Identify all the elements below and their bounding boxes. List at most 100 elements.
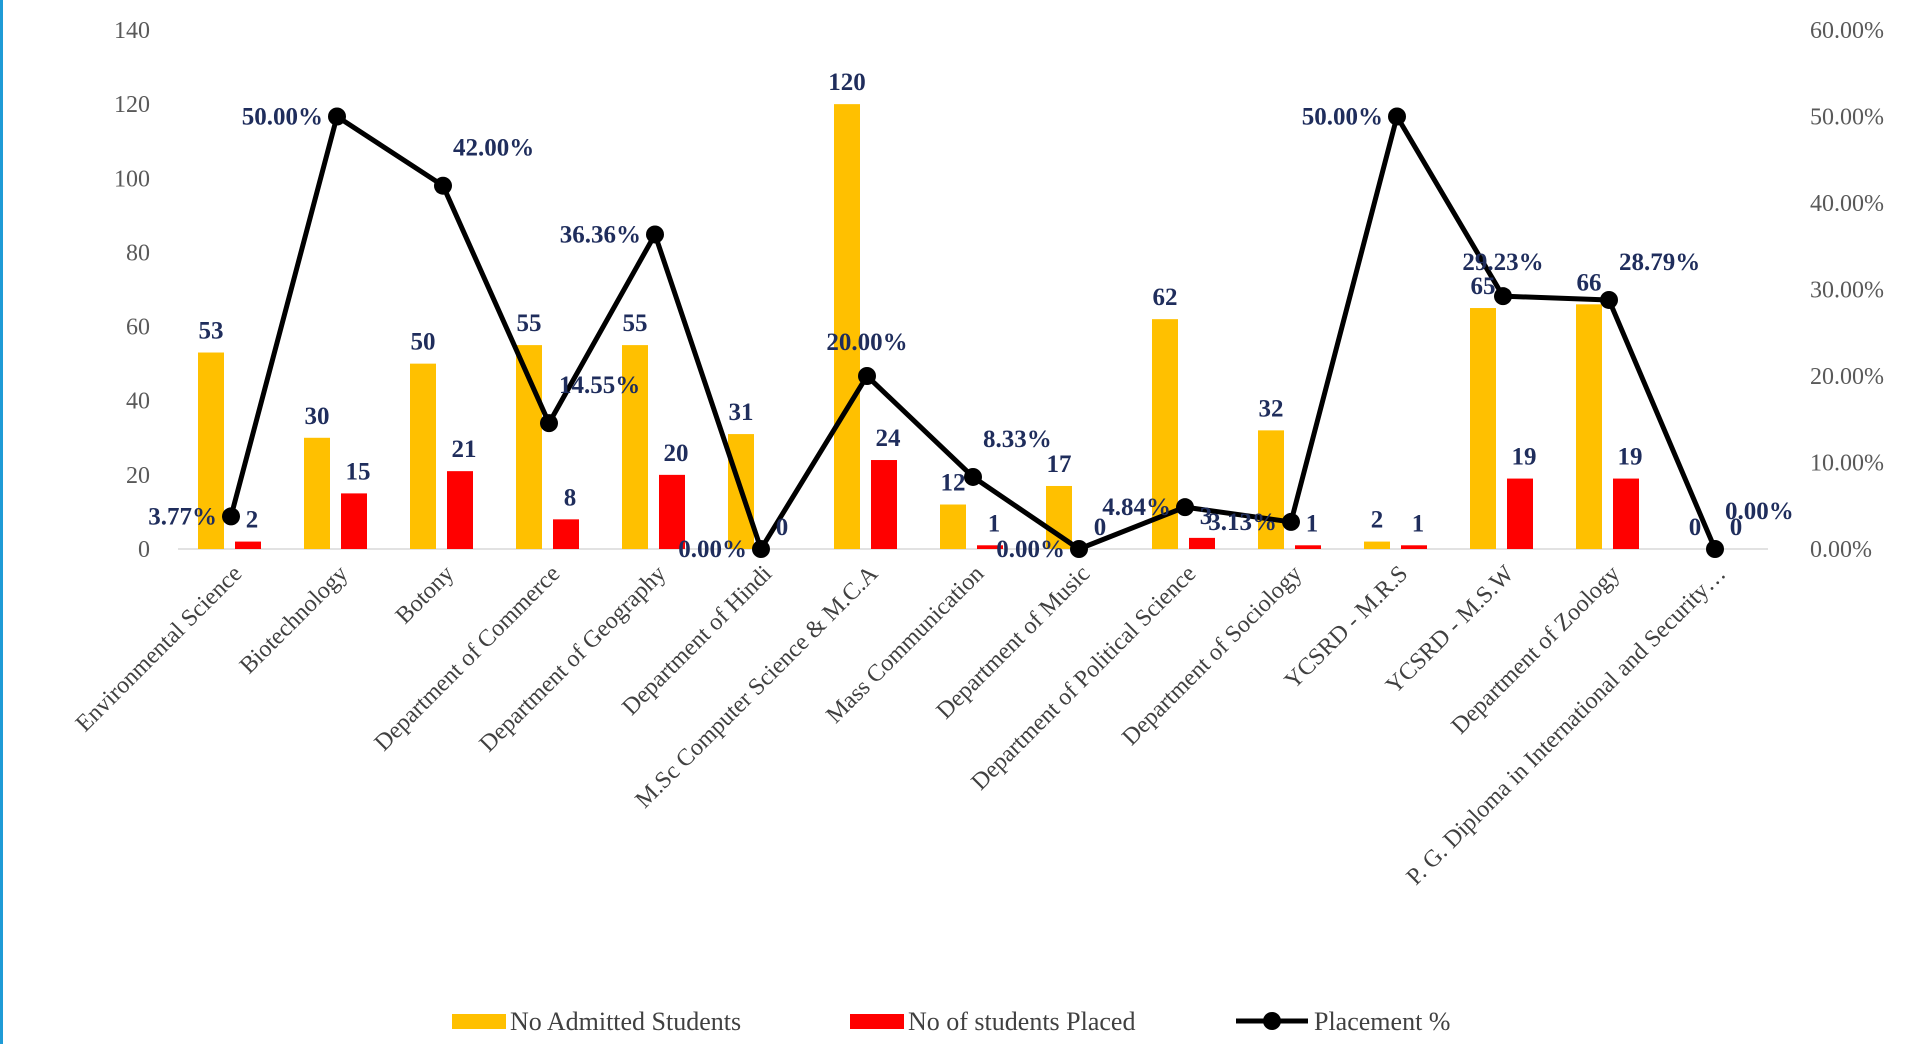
bar-admitted: [1258, 430, 1284, 549]
y-tick-label: 0: [138, 537, 150, 563]
data-label-admitted: 120: [828, 69, 866, 96]
x-category-label: Department of Political Science: [967, 561, 1202, 796]
data-label-placed: 19: [1618, 444, 1643, 471]
data-label-placed: 0: [776, 514, 789, 541]
legend-marker-placement: [1263, 1012, 1281, 1030]
frame-left-border: [0, 0, 3, 1044]
data-label-placement: 28.79%: [1619, 249, 1700, 276]
placement-marker: [1600, 290, 1618, 309]
data-label-admitted: 17: [1047, 451, 1072, 478]
bar-admitted: [622, 345, 648, 549]
placement-marker: [964, 467, 982, 486]
data-label-placement: 29.23%: [1462, 249, 1543, 276]
legend-label-admitted: No Admitted Students: [510, 1007, 741, 1036]
legend-swatch-placed: [850, 1014, 904, 1029]
data-label-placed: 2: [246, 507, 259, 534]
y-tick-label: 120: [114, 92, 150, 118]
data-label-admitted: 30: [305, 403, 330, 430]
data-label-admitted: 53: [199, 318, 224, 345]
x-category-label: Botony: [391, 561, 459, 629]
placement-marker: [1388, 107, 1406, 126]
bar-placed: [1613, 478, 1639, 549]
y-axis-right: 0.00% 10.00% 20.00% 30.00% 40.00% 50.00% 60.00…: [1810, 18, 1884, 563]
placement-marker: [858, 367, 876, 385]
data-label-placement: 14.55%: [559, 372, 640, 399]
data-label-admitted: 0: [1689, 514, 1702, 541]
bar-placed: [1507, 478, 1533, 549]
data-label-placement: 4.84%: [1102, 494, 1171, 521]
x-category-label: Biotechnology: [235, 561, 353, 679]
placement-marker: [1176, 498, 1194, 517]
bar-admitted: [1470, 308, 1496, 549]
data-label-placement: 0.00%: [1725, 498, 1794, 525]
data-label-admitted: 12: [941, 470, 966, 497]
placement-marker: [1706, 540, 1724, 558]
data-label-placement: 42.00%: [453, 135, 534, 162]
bar-placed: [1295, 545, 1321, 549]
x-category-label: Environmental Science: [71, 561, 247, 737]
data-label-placed: 20: [664, 440, 689, 467]
data-label-placed: 24: [876, 425, 902, 452]
y2-tick-label: 10.00%: [1810, 451, 1884, 477]
bar-placed: [553, 519, 579, 549]
y-tick-label: 80: [126, 240, 150, 266]
bar-placed: [871, 460, 897, 549]
y2-tick-label: 30.00%: [1810, 278, 1884, 304]
y2-tick-label: 20.00%: [1810, 364, 1884, 390]
data-label-placed: 15: [346, 458, 371, 485]
bar-placed: [447, 471, 473, 549]
data-label-placed: 0: [1094, 514, 1107, 541]
bar-admitted: [1576, 304, 1602, 549]
placement-marker: [434, 176, 452, 195]
data-label-placed: 1: [1306, 510, 1319, 537]
data-label-placed: 8: [564, 484, 577, 511]
data-label-placed: 1: [1412, 510, 1425, 537]
bar-placed: [1401, 545, 1427, 549]
y2-tick-label: 0.00%: [1810, 537, 1872, 563]
bar-placed: [341, 493, 367, 549]
y-tick-label: 60: [126, 315, 150, 341]
bar-admitted: [304, 437, 330, 549]
data-label-admitted: 50: [411, 329, 436, 356]
y2-tick-label: 40.00%: [1810, 191, 1884, 217]
data-label-placed: 21: [452, 436, 477, 463]
bar-placed: [659, 474, 685, 549]
y-tick-label: 100: [114, 166, 150, 192]
placement-marker: [540, 414, 558, 433]
data-label-placement: 3.13%: [1208, 509, 1277, 536]
placement-marker: [752, 540, 770, 558]
bar-placed: [977, 545, 1003, 549]
x-category-label: Department of Geography: [475, 561, 672, 758]
data-label-admitted: 2: [1371, 507, 1384, 534]
data-label-placement: 0.00%: [996, 536, 1065, 563]
bar-admitted: [940, 504, 966, 549]
data-label-admitted: 55: [517, 310, 542, 337]
y2-tick-label: 50.00%: [1810, 105, 1884, 131]
data-label-placement: 3.77%: [148, 503, 217, 530]
bar-admitted: [410, 363, 436, 549]
placement-line-group: [222, 107, 1724, 558]
x-category-label: Department of Commerce: [370, 561, 566, 757]
data-label-placed: 1: [988, 510, 1001, 537]
placement-marker: [328, 107, 346, 126]
data-label-placement: 36.36%: [560, 221, 641, 248]
data-label-admitted: 66: [1577, 269, 1602, 296]
y-tick-label: 40: [126, 389, 150, 415]
bar-admitted: [1364, 541, 1390, 549]
bar-placed: [235, 541, 261, 549]
y-tick-label: 140: [114, 18, 150, 44]
data-label-placed: 3: [1200, 503, 1213, 530]
y2-tick-label: 60.00%: [1810, 18, 1884, 44]
x-category-label: Department of Sociology: [1117, 561, 1307, 751]
data-label-placement: 50.00%: [1302, 104, 1383, 131]
data-label-placement: 0.00%: [678, 536, 747, 563]
placement-marker: [222, 507, 240, 526]
legend-label-placement: Placement %: [1314, 1007, 1450, 1036]
data-label-placement: 20.00%: [826, 329, 907, 356]
data-label-admitted: 55: [623, 310, 648, 337]
data-label-placement: 8.33%: [983, 426, 1052, 453]
data-label-admitted: 65: [1471, 273, 1496, 300]
y-tick-label: 20: [126, 463, 150, 489]
